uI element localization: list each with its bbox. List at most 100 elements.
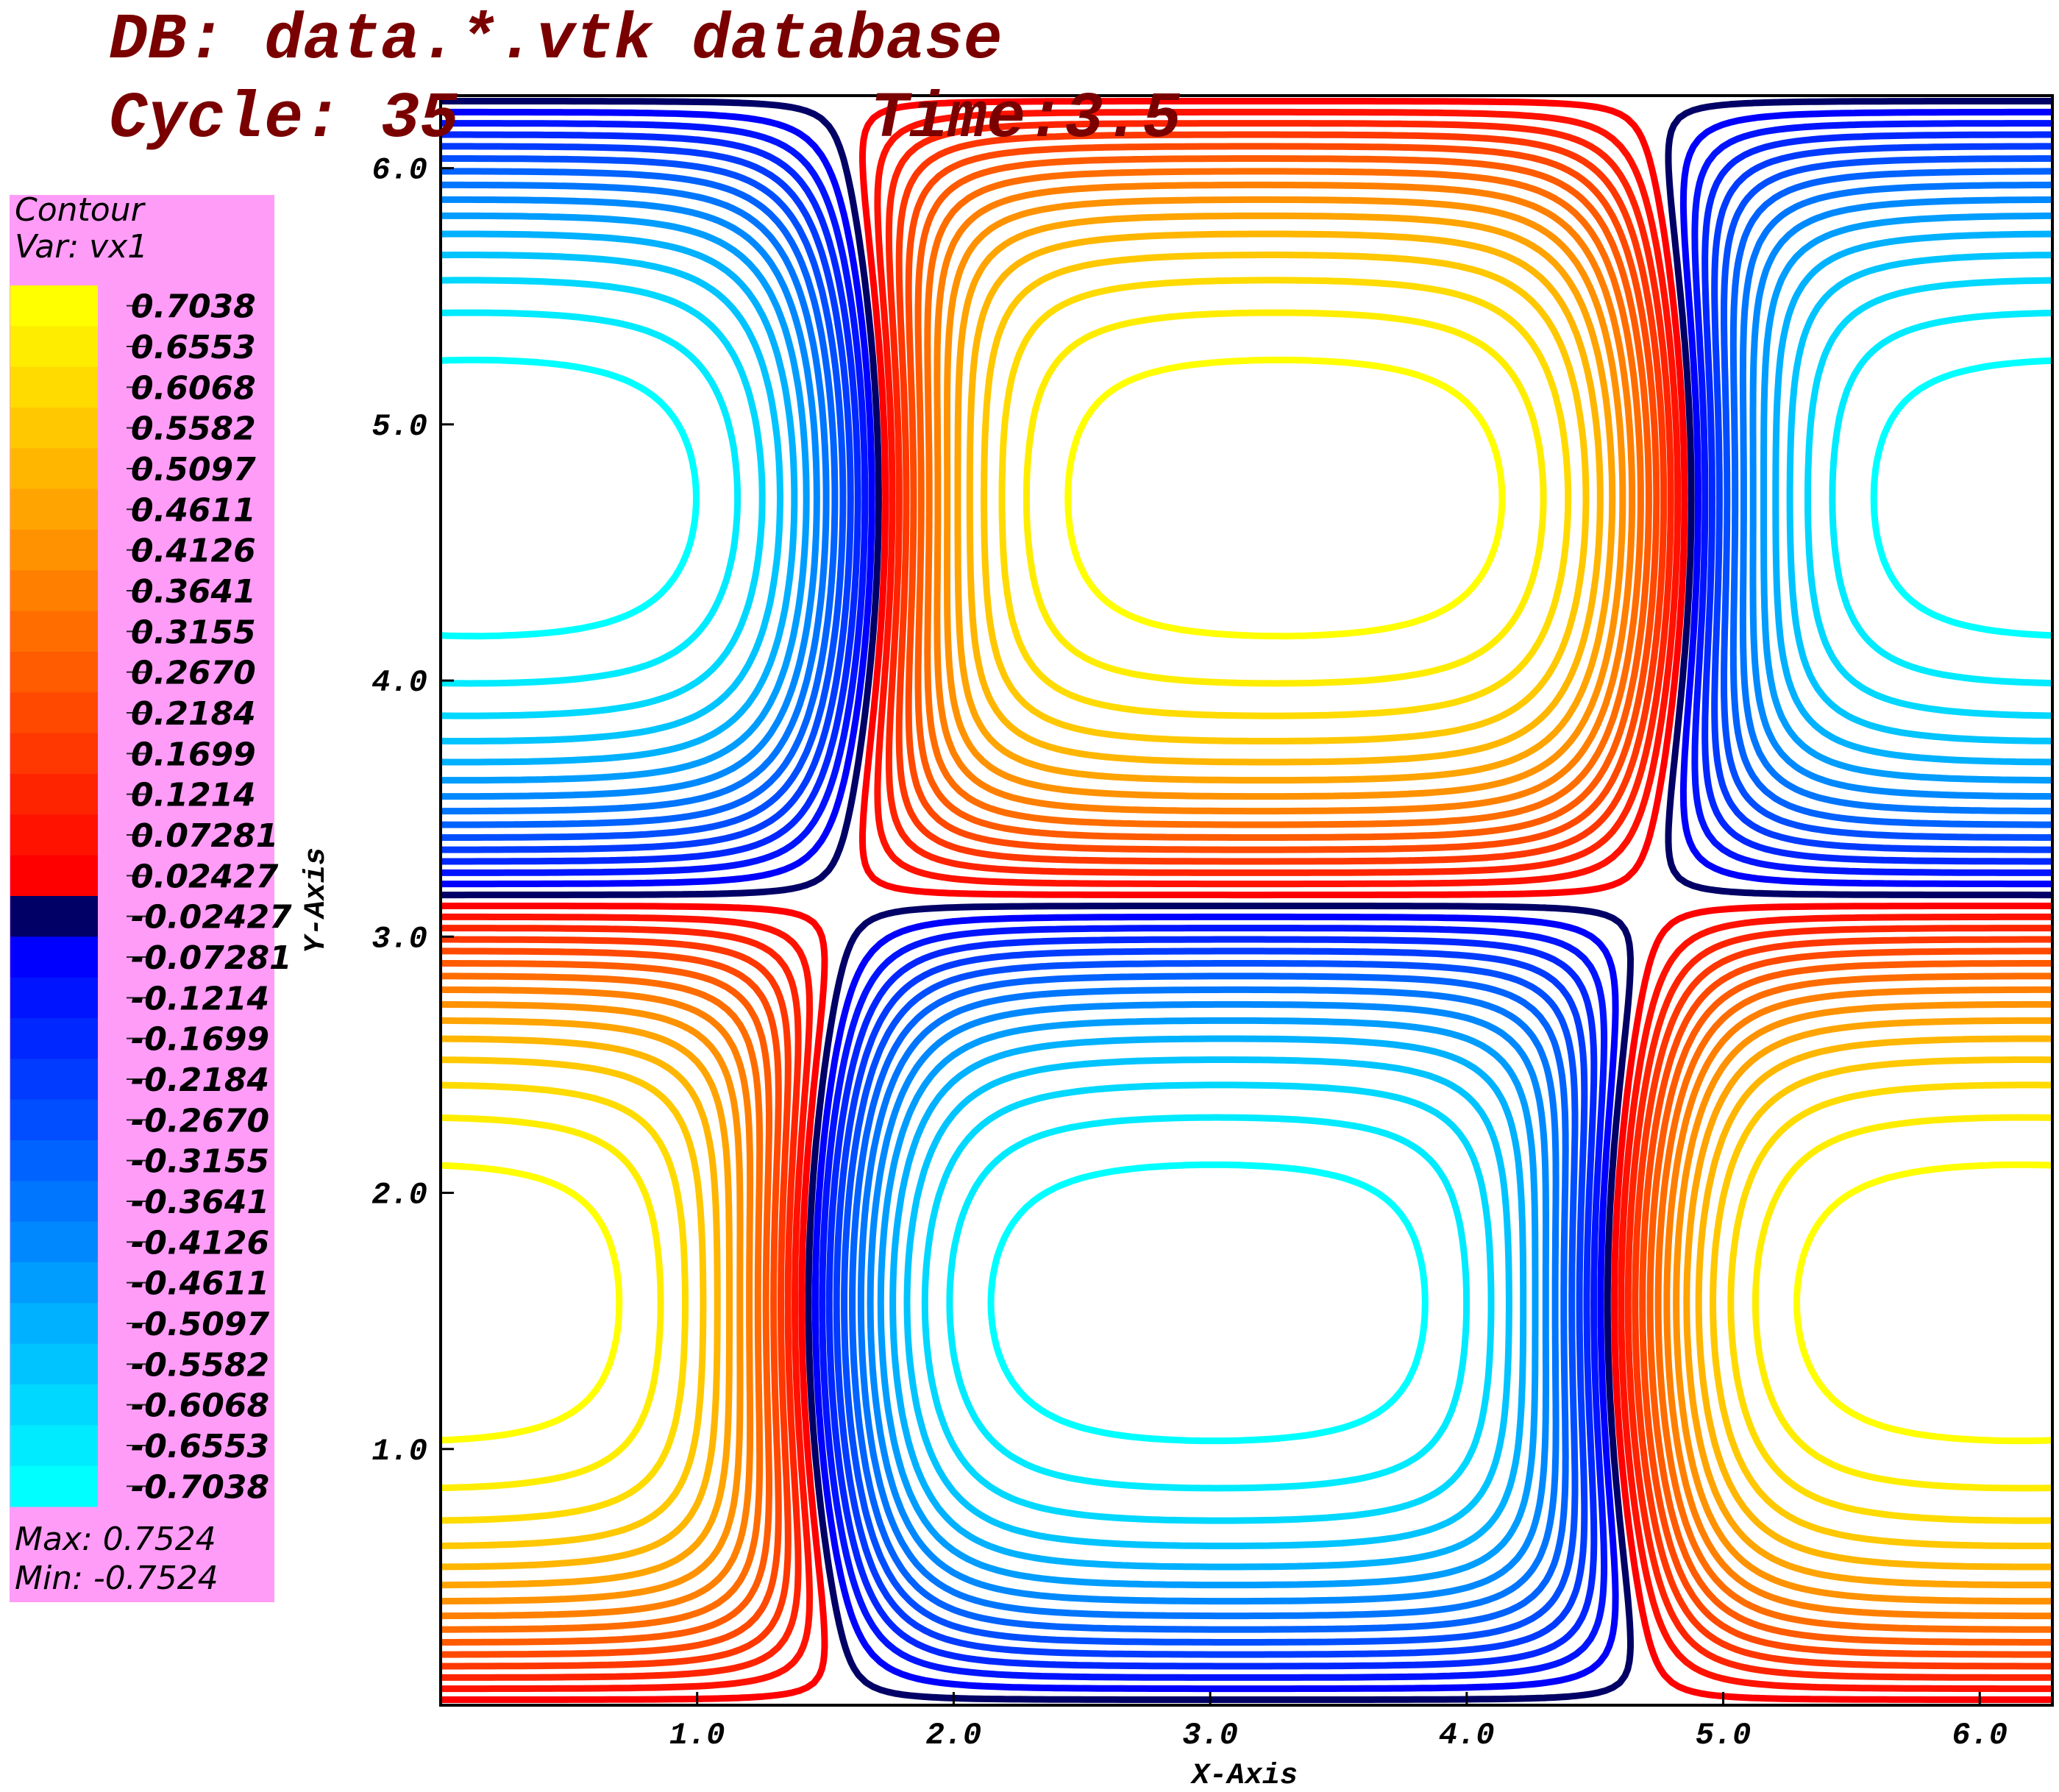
legend-label: -0.7038 — [131, 1468, 269, 1506]
legend-swatch — [10, 1465, 98, 1507]
legend-swatch — [10, 814, 98, 856]
legend-label: -0.3155 — [131, 1143, 269, 1181]
contour-line — [441, 98, 2052, 1703]
legend-label: -0.5097 — [131, 1306, 269, 1343]
legend-label: 0.6553 — [131, 329, 256, 366]
legend-label: -0.1214 — [131, 980, 269, 1017]
contour-line — [441, 277, 2052, 1524]
legend-swatch — [10, 692, 98, 734]
legend-swatch — [10, 1018, 98, 1059]
legend-swatch — [10, 611, 98, 653]
contour-line — [441, 168, 2052, 1633]
legend-label: 0.2184 — [131, 695, 256, 733]
legend-swatch — [10, 366, 98, 408]
contour-line — [441, 230, 2052, 1571]
legend-label: -0.2184 — [131, 1062, 269, 1099]
legend-swatch — [10, 326, 98, 368]
contour-line — [441, 252, 2052, 1549]
x-tick-label: 5.0 — [1696, 1718, 1752, 1753]
legend-min: Min: -0.7524 — [15, 1560, 218, 1597]
legend-swatch — [10, 896, 98, 937]
legend-swatch — [10, 1303, 98, 1345]
legend-swatch — [10, 733, 98, 775]
legend-swatch — [10, 1059, 98, 1101]
y-axis-label: Y-Axis — [300, 847, 333, 953]
y-tick-label: 1.0 — [371, 1434, 427, 1469]
contour-line — [441, 196, 2052, 1605]
legend-swatch — [10, 1181, 98, 1223]
legend-label: -0.3641 — [131, 1184, 269, 1221]
legend-label: -0.6068 — [131, 1387, 269, 1425]
legend-swatch — [10, 448, 98, 490]
x-axis-label: X-Axis — [1189, 1760, 1298, 1792]
legend-label: 0.07281 — [131, 817, 278, 855]
legend-label: 0.5097 — [131, 451, 256, 488]
contour-line — [441, 143, 2052, 1658]
legend-swatch — [10, 1343, 98, 1385]
x-tick-label: 1.0 — [669, 1718, 725, 1753]
legend-swatch — [10, 1221, 98, 1263]
legend-swatch — [10, 1384, 98, 1426]
legend-swatch — [10, 977, 98, 1019]
y-tick-label: 3.0 — [371, 921, 427, 956]
contour-line — [441, 252, 2052, 1549]
legend-label: -0.4126 — [131, 1224, 269, 1262]
legend-label: 0.02427 — [131, 858, 279, 895]
plot-frame — [439, 94, 2054, 1707]
contour-line — [441, 212, 2052, 1589]
legend-swatch — [10, 652, 98, 693]
legend-label: -0.02427 — [131, 899, 292, 936]
legend-swatch — [10, 530, 98, 571]
contour-layer — [441, 98, 2052, 1703]
legend-label: -0.5582 — [131, 1346, 269, 1384]
contour-line — [441, 181, 2052, 1620]
legend-label: 0.3155 — [131, 614, 256, 651]
chart-title: DB: data.*.vtk database — [109, 4, 1003, 77]
contour-line — [441, 143, 2052, 1658]
contour-line — [441, 277, 2052, 1524]
legend-label: 0.3641 — [131, 573, 256, 611]
legend-swatch — [10, 855, 98, 897]
contour-line — [441, 131, 2052, 1670]
time-label: Time:3.5 — [870, 83, 1181, 156]
y-tick-label: 2.0 — [371, 1178, 427, 1213]
legend-var: Var: vx1 — [15, 228, 148, 266]
contour-line — [441, 120, 2052, 1681]
legend-label: 0.6068 — [131, 369, 256, 407]
legend-swatch — [10, 285, 98, 327]
legend-label: -0.6553 — [131, 1428, 269, 1465]
legend-swatch — [10, 1425, 98, 1467]
legend-label: -0.2670 — [131, 1102, 269, 1139]
x-tick-label: 2.0 — [926, 1718, 982, 1753]
contour-line — [441, 120, 2052, 1681]
cycle-label: Cycle: 35 — [109, 83, 458, 156]
y-tick-label: 5.0 — [371, 409, 427, 444]
contour-line — [441, 108, 2052, 1693]
x-tick-label: 3.0 — [1182, 1718, 1238, 1753]
legend-swatch — [10, 408, 98, 449]
contour-line — [441, 309, 2052, 1492]
legend-label: -0.4611 — [131, 1265, 269, 1303]
legend-label: 0.4126 — [131, 533, 256, 570]
contour-line — [441, 131, 2052, 1670]
legend-swatch — [10, 1262, 98, 1304]
y-tick-label: 4.0 — [371, 665, 427, 700]
contour-line — [441, 168, 2052, 1633]
contour-line — [441, 356, 2052, 1445]
legend-label: 0.1699 — [131, 736, 256, 773]
y-tick-label: 6.0 — [371, 153, 427, 188]
legend-swatch — [10, 1140, 98, 1181]
legend-label: 0.7038 — [131, 288, 256, 326]
legend-label: 0.5582 — [131, 410, 256, 448]
x-tick-label: 6.0 — [1952, 1718, 2008, 1753]
contour-line — [441, 181, 2052, 1620]
legend-title: Contour — [15, 191, 146, 229]
legend-label: 0.2670 — [131, 655, 256, 692]
legend-swatch — [10, 1099, 98, 1141]
x-tick-label: 4.0 — [1439, 1718, 1495, 1753]
legend-swatch — [10, 936, 98, 978]
contour-line — [441, 230, 2052, 1571]
contour-line — [441, 356, 2052, 1445]
contour-line — [441, 98, 2052, 1703]
